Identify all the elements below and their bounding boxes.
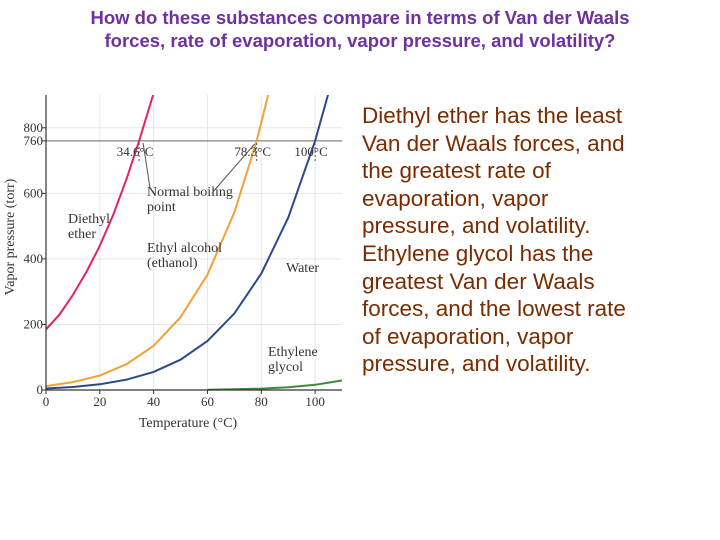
y-tick-label: 0 bbox=[37, 382, 44, 397]
explanation-line: of evaporation, vapor bbox=[362, 323, 574, 349]
x-tick-label: 80 bbox=[255, 394, 268, 409]
chart-axes bbox=[45, 95, 342, 391]
explanation-line: Diethyl ether has the least bbox=[362, 103, 623, 128]
series-label: Ethylene glycol bbox=[268, 345, 318, 375]
pointer-line bbox=[211, 143, 256, 194]
x-axis-title: Temperature (°C) bbox=[139, 416, 238, 431]
series-label: Ethyl alcohol (ethanol) bbox=[147, 241, 222, 271]
series-label-line: (ethanol) bbox=[147, 256, 198, 271]
explanation-line: pressure, and volatility. bbox=[362, 351, 591, 377]
series-label: Water bbox=[286, 261, 319, 276]
normal-boiling-point-label-text: Normal boiling bbox=[147, 185, 233, 200]
boiling-point-label: 100°C bbox=[294, 144, 327, 159]
series-label: Diethyl ether bbox=[68, 212, 110, 242]
slide-title-line-2: forces, rate of evaporation, vapor press… bbox=[104, 30, 616, 51]
explanation-line: greatest Van der Waals bbox=[362, 268, 595, 294]
series-line-water bbox=[46, 95, 329, 390]
explanation-line: Ethylene glycol has the bbox=[362, 240, 594, 266]
slide-title-line-1: How do these substances compare in terms… bbox=[90, 7, 630, 28]
series-labels: Diethyl ether Ethyl alcohol (ethanol) Water E… bbox=[68, 212, 319, 375]
series-line-ethylene-glycol bbox=[207, 379, 342, 391]
x-tick-label: 20 bbox=[93, 394, 106, 409]
series-label-line: Ethylene bbox=[268, 345, 318, 360]
slide-title: How do these substances compare in terms… bbox=[0, 6, 720, 52]
y-tick-label: 800 bbox=[24, 120, 44, 135]
series-layer bbox=[46, 95, 342, 391]
boiling-point-label: 78.3°C bbox=[234, 144, 271, 159]
y-axis-title: Vapor pressure (torr) bbox=[3, 178, 18, 295]
boiling-point-labels: 34.6°C 78.3°C 100°C bbox=[117, 140, 328, 161]
normal-boiling-point-label-text-2: point bbox=[147, 200, 176, 215]
normal-boiling-point-arrows bbox=[142, 142, 256, 194]
explanation-text: Diethyl ether has the least Van der Waal… bbox=[362, 102, 720, 378]
series-line-ethyl-alcohol-ethanol bbox=[46, 95, 270, 388]
x-tick-label: 60 bbox=[201, 394, 214, 409]
series-line-diethyl-ether bbox=[46, 95, 155, 331]
series-label-line: Water bbox=[286, 261, 319, 276]
explanation-line: pressure, and volatility. bbox=[362, 213, 591, 239]
explanation-line: the greatest rate of bbox=[362, 158, 551, 184]
series-label-line: glycol bbox=[268, 360, 303, 375]
y-tick-label: 760 bbox=[24, 133, 44, 148]
y-tick-label: 400 bbox=[24, 251, 44, 266]
series-label-line: ether bbox=[68, 227, 96, 242]
explanation-line: forces, and the lowest rate bbox=[362, 296, 626, 322]
boiling-point-label: 34.6°C bbox=[117, 144, 154, 159]
series-label-line: Diethyl bbox=[68, 212, 110, 227]
explanation-line: evaporation, vapor bbox=[362, 185, 549, 211]
x-tick-label: 0 bbox=[43, 394, 50, 409]
x-tick-label: 100 bbox=[305, 394, 325, 409]
y-tick-label: 200 bbox=[24, 316, 44, 331]
y-tick-label: 600 bbox=[24, 185, 44, 200]
series-label-line: Ethyl alcohol bbox=[147, 241, 222, 256]
pointer-line bbox=[142, 142, 151, 189]
explanation-line: Van der Waals forces, and bbox=[362, 130, 625, 156]
normal-boiling-point-label: Normal boiling point bbox=[147, 185, 236, 215]
x-tick-label: 40 bbox=[147, 394, 160, 409]
